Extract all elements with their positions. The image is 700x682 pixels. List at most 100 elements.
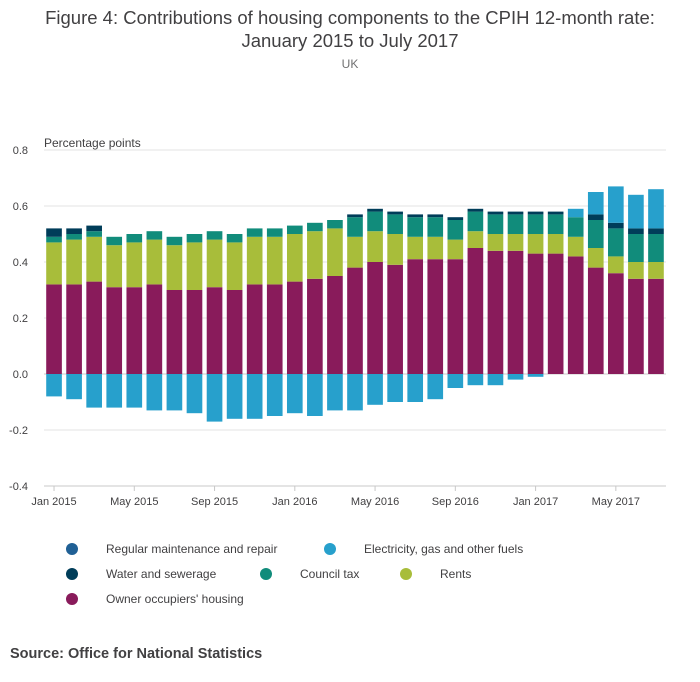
bar-segment[interactable] bbox=[527, 374, 544, 377]
bar-segment[interactable] bbox=[427, 236, 444, 260]
bar-segment[interactable] bbox=[587, 192, 604, 215]
bar-segment[interactable] bbox=[266, 228, 283, 237]
bar-segment[interactable] bbox=[387, 214, 403, 234]
bar-segment[interactable] bbox=[66, 239, 82, 285]
bar-segment[interactable] bbox=[106, 245, 123, 288]
bar-segment[interactable] bbox=[46, 228, 62, 237]
bar-segment[interactable] bbox=[106, 287, 123, 374]
bar-segment[interactable] bbox=[467, 211, 484, 232]
bar-segment[interactable] bbox=[467, 374, 484, 386]
bar-segment[interactable] bbox=[307, 222, 323, 232]
bar-segment[interactable] bbox=[66, 228, 82, 234]
bar-segment[interactable] bbox=[608, 273, 624, 374]
bar-segment[interactable] bbox=[507, 214, 524, 234]
bar-segment[interactable] bbox=[487, 214, 504, 234]
bar-segment[interactable] bbox=[547, 234, 564, 254]
bar-segment[interactable] bbox=[186, 242, 203, 290]
bar-segment[interactable] bbox=[407, 217, 424, 237]
bar-segment[interactable] bbox=[447, 259, 464, 374]
bar-segment[interactable] bbox=[487, 211, 504, 215]
bar-segment[interactable] bbox=[86, 236, 102, 282]
bar-segment[interactable] bbox=[427, 259, 444, 374]
bar-segment[interactable] bbox=[146, 374, 163, 411]
bar-segment[interactable] bbox=[387, 211, 403, 215]
bar-segment[interactable] bbox=[66, 374, 82, 400]
bar-segment[interactable] bbox=[567, 208, 584, 218]
bar-segment[interactable] bbox=[387, 264, 403, 374]
bar-segment[interactable] bbox=[447, 220, 464, 240]
bar-segment[interactable] bbox=[587, 248, 604, 268]
bar-segment[interactable] bbox=[387, 374, 403, 402]
bar-segment[interactable] bbox=[186, 290, 203, 374]
bar-segment[interactable] bbox=[628, 228, 644, 234]
bar-segment[interactable] bbox=[206, 287, 223, 374]
bar-segment[interactable] bbox=[126, 287, 143, 374]
bar-segment[interactable] bbox=[126, 374, 143, 408]
bar-segment[interactable] bbox=[146, 284, 163, 374]
bar-segment[interactable] bbox=[587, 214, 604, 220]
bar-segment[interactable] bbox=[286, 234, 303, 282]
bar-segment[interactable] bbox=[327, 276, 343, 374]
bar-segment[interactable] bbox=[407, 236, 424, 260]
bar-segment[interactable] bbox=[206, 374, 223, 422]
bar-segment[interactable] bbox=[648, 189, 664, 229]
bar-segment[interactable] bbox=[608, 186, 624, 223]
bar-segment[interactable] bbox=[206, 231, 223, 240]
bar-segment[interactable] bbox=[547, 214, 564, 234]
bar-segment[interactable] bbox=[367, 211, 383, 232]
bar-segment[interactable] bbox=[427, 217, 444, 237]
bar-segment[interactable] bbox=[166, 290, 183, 374]
bar-segment[interactable] bbox=[648, 262, 664, 279]
bar-segment[interactable] bbox=[527, 211, 544, 215]
bar-segment[interactable] bbox=[46, 236, 62, 243]
bar-segment[interactable] bbox=[587, 267, 604, 374]
bar-segment[interactable] bbox=[407, 259, 424, 374]
bar-segment[interactable] bbox=[166, 374, 183, 411]
bar-segment[interactable] bbox=[347, 236, 363, 268]
bar-segment[interactable] bbox=[226, 242, 243, 290]
bar-segment[interactable] bbox=[166, 245, 183, 290]
bar-segment[interactable] bbox=[507, 234, 524, 251]
bar-segment[interactable] bbox=[46, 284, 62, 374]
bar-segment[interactable] bbox=[266, 236, 283, 285]
bar-segment[interactable] bbox=[367, 208, 383, 212]
bar-segment[interactable] bbox=[527, 234, 544, 254]
bar-segment[interactable] bbox=[608, 228, 624, 257]
bar-segment[interactable] bbox=[307, 231, 323, 279]
bar-segment[interactable] bbox=[226, 290, 243, 374]
bar-segment[interactable] bbox=[507, 374, 524, 380]
bar-segment[interactable] bbox=[567, 236, 584, 257]
bar-segment[interactable] bbox=[286, 225, 303, 234]
bar-segment[interactable] bbox=[547, 211, 564, 215]
bar-segment[interactable] bbox=[447, 217, 464, 220]
bar-segment[interactable] bbox=[106, 236, 123, 246]
bar-segment[interactable] bbox=[246, 228, 263, 237]
bar-segment[interactable] bbox=[648, 234, 664, 262]
bar-segment[interactable] bbox=[467, 208, 484, 212]
bar-segment[interactable] bbox=[648, 278, 664, 374]
bar-segment[interactable] bbox=[126, 242, 143, 288]
bar-segment[interactable] bbox=[46, 242, 62, 285]
bar-segment[interactable] bbox=[447, 239, 464, 260]
bar-segment[interactable] bbox=[347, 267, 363, 374]
bar-segment[interactable] bbox=[587, 220, 604, 248]
bar-segment[interactable] bbox=[628, 194, 644, 229]
bar-segment[interactable] bbox=[86, 225, 102, 232]
bar-segment[interactable] bbox=[206, 239, 223, 288]
bar-segment[interactable] bbox=[186, 374, 203, 414]
bar-segment[interactable] bbox=[367, 262, 383, 374]
bar-segment[interactable] bbox=[547, 253, 564, 374]
bar-segment[interactable] bbox=[266, 374, 283, 416]
bar-segment[interactable] bbox=[246, 284, 263, 374]
bar-segment[interactable] bbox=[427, 214, 444, 218]
bar-segment[interactable] bbox=[628, 262, 644, 279]
bar-segment[interactable] bbox=[327, 228, 343, 276]
bar-segment[interactable] bbox=[226, 374, 243, 419]
bar-segment[interactable] bbox=[246, 236, 263, 285]
bar-segment[interactable] bbox=[126, 234, 143, 243]
bar-segment[interactable] bbox=[307, 278, 323, 374]
bar-segment[interactable] bbox=[507, 211, 524, 215]
bar-segment[interactable] bbox=[146, 239, 163, 285]
bar-segment[interactable] bbox=[266, 284, 283, 374]
bar-segment[interactable] bbox=[467, 231, 484, 248]
